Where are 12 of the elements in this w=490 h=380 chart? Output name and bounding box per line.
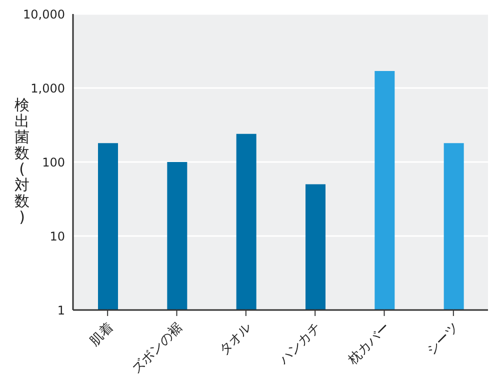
- x-tick-label: ハンカチ: [276, 320, 324, 368]
- x-tick-label: 枕カバー: [344, 320, 394, 368]
- x-tick-label: 肌着: [86, 320, 116, 350]
- y-tick-label: 10: [50, 229, 65, 244]
- y-axis-title: 検出菌数(対数): [14, 96, 30, 226]
- y-tick-label: 1,000: [30, 81, 65, 96]
- y-tick-label: 1: [57, 303, 65, 318]
- y-tick-label: 100: [42, 155, 65, 170]
- x-tick-label: シーツ: [424, 320, 462, 358]
- y-tick-label: 10,000: [23, 7, 65, 22]
- x-tick-label: タオル: [216, 320, 255, 358]
- x-tick-label: ズボンの裾: [129, 320, 186, 377]
